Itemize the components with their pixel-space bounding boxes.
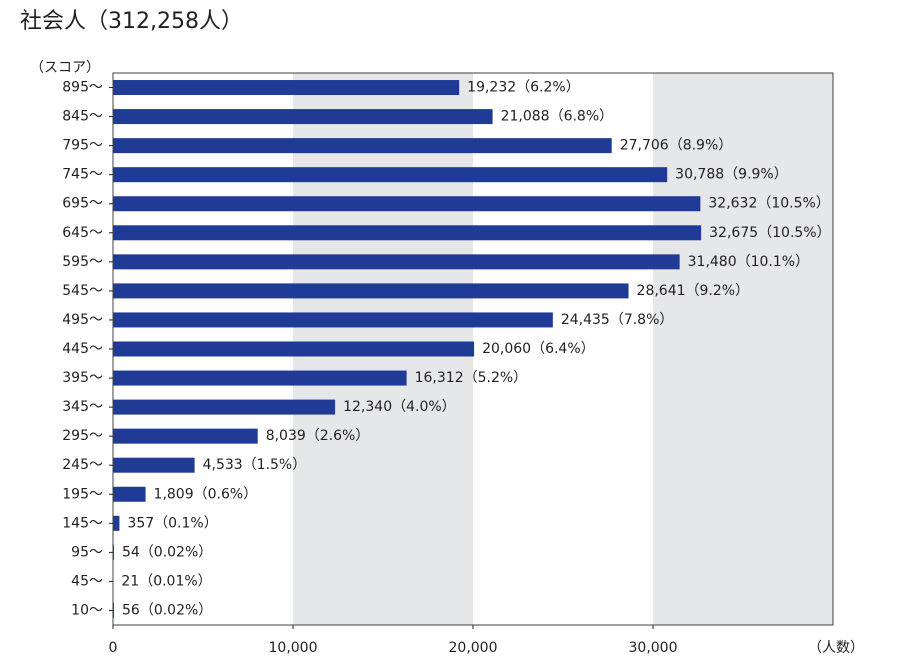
y-tick-label: 545～ <box>62 283 103 299</box>
value-label: 4,533（1.5%） <box>203 457 307 473</box>
value-label: 56（0.02%） <box>122 602 212 618</box>
y-tick-label: 895～ <box>62 80 103 96</box>
value-label: 8,039（2.6%） <box>266 428 370 444</box>
value-label: 1,809（0.6%） <box>154 486 258 502</box>
value-label: 16,312（5.2%） <box>415 370 528 386</box>
value-label: 21,088（6.8%） <box>501 109 614 125</box>
y-tick-label: 10～ <box>71 602 103 618</box>
y-tick-label: 145～ <box>62 515 103 531</box>
bar <box>113 341 475 357</box>
x-tick-label: 0 <box>109 640 118 656</box>
bar <box>113 254 680 270</box>
chart-title: 社会人（312,258人） <box>20 9 243 34</box>
y-tick-label: 495～ <box>62 312 103 328</box>
bar <box>113 486 146 502</box>
bar <box>113 399 336 415</box>
shade-band <box>653 73 833 625</box>
y-axis-label: （スコア） <box>30 60 100 76</box>
x-tick-label: 30,000 <box>629 640 678 656</box>
bar <box>113 602 115 618</box>
y-tick-label: 45～ <box>71 573 103 589</box>
bar <box>113 138 612 154</box>
x-axis-label: （人数） <box>808 640 864 656</box>
value-label: 32,675（10.5%） <box>709 225 830 241</box>
value-label: 31,480（10.1%） <box>688 254 809 270</box>
value-label: 20,060（6.4%） <box>482 341 595 357</box>
y-tick-label: 695～ <box>62 196 103 212</box>
bar <box>113 370 407 386</box>
value-label: 54（0.02%） <box>122 544 212 560</box>
bar <box>113 196 701 212</box>
y-tick-label: 95～ <box>71 544 103 560</box>
y-tick-label: 845～ <box>62 109 103 125</box>
bar <box>113 283 629 299</box>
value-label: 32,632（10.5%） <box>708 196 829 212</box>
y-tick-label: 395～ <box>62 370 103 386</box>
y-tick-label: 345～ <box>62 399 103 415</box>
value-label: 19,232（6.2%） <box>467 80 580 96</box>
y-tick-label: 295～ <box>62 428 103 444</box>
bar <box>113 515 120 531</box>
value-label: 12,340（4.0%） <box>343 399 456 415</box>
y-tick-label: 445～ <box>62 341 103 357</box>
value-label: 357（0.1%） <box>127 515 217 531</box>
bar <box>113 428 258 444</box>
plot-frame <box>112 72 834 626</box>
x-tick-label: 10,000 <box>269 640 318 656</box>
x-tick-label: 20,000 <box>449 640 498 656</box>
bar <box>113 109 493 125</box>
bar <box>113 80 460 96</box>
value-label: 30,788（9.9%） <box>675 167 788 183</box>
y-tick-label: 595～ <box>62 254 103 270</box>
bar <box>113 312 553 328</box>
value-label: 21（0.01%） <box>121 573 211 589</box>
y-tick-label: 245～ <box>62 457 103 473</box>
value-label: 28,641（9.2%） <box>637 283 750 299</box>
bar <box>113 225 702 241</box>
y-tick-label: 195～ <box>62 486 103 502</box>
bar <box>113 167 668 183</box>
value-label: 24,435（7.8%） <box>561 312 674 328</box>
value-label: 27,706（8.9%） <box>620 138 733 154</box>
bar <box>113 457 195 473</box>
y-tick-label: 645～ <box>62 225 103 241</box>
y-tick-label: 745～ <box>62 167 103 183</box>
y-tick-label: 795～ <box>62 138 103 154</box>
